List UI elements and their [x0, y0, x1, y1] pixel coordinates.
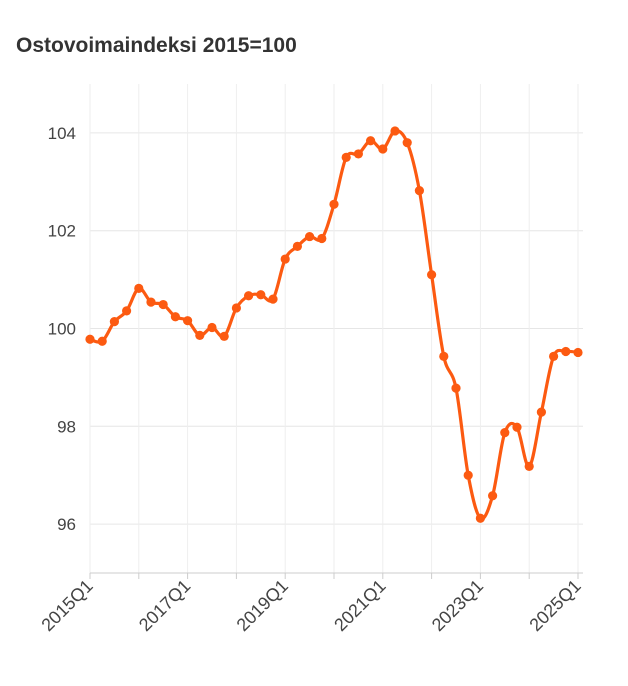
- data-point: [305, 231, 315, 242]
- data-point: [427, 270, 437, 280]
- data-point: [475, 513, 485, 523]
- x-tick-label: 2017Q1: [135, 576, 194, 635]
- data-point: [463, 470, 473, 480]
- x-tick-label: 2021Q1: [330, 576, 389, 635]
- data-point: [183, 316, 193, 326]
- data-point: [170, 312, 180, 322]
- data-point: [451, 383, 461, 393]
- x-tick-label: 2019Q1: [233, 576, 292, 635]
- data-point: [292, 241, 302, 251]
- data-point: [366, 136, 376, 146]
- data-point: [207, 322, 217, 333]
- data-point: [244, 291, 254, 301]
- x-tick-label: 2023Q1: [428, 576, 487, 635]
- y-tick-label: 102: [48, 222, 76, 241]
- x-tick-label: 2025Q1: [525, 576, 584, 635]
- data-point: [122, 306, 132, 316]
- data-point: [317, 233, 327, 244]
- y-tick-label: 104: [48, 124, 76, 143]
- data-point: [524, 461, 534, 471]
- data-point: [536, 407, 547, 417]
- data-point: [549, 351, 559, 361]
- axis-layer: [89, 572, 583, 579]
- data-point: [378, 144, 388, 154]
- data-point: [134, 283, 144, 294]
- data-point: [231, 303, 241, 313]
- label-layer: 96 98 100 102 104 2015Q1 2017Q1 2019Q1 2021Q1 202…: [37, 124, 584, 635]
- chart-title: Ostovoimaindeksi 2015=100: [16, 34, 297, 57]
- grid-layer: [89, 84, 583, 573]
- data-point: [512, 422, 522, 432]
- data-point: [390, 126, 400, 136]
- data-point: [402, 138, 412, 148]
- data-point: [158, 299, 168, 310]
- data-point: [573, 347, 583, 358]
- data-point: [341, 152, 351, 162]
- data-point: [353, 149, 363, 159]
- data-point: [414, 186, 424, 196]
- data-point: [256, 290, 266, 300]
- data-point: [146, 297, 156, 307]
- x-tick-label: 2015Q1: [37, 576, 96, 635]
- data-point: [268, 294, 278, 304]
- data-point: [97, 336, 107, 346]
- y-tick-label: 100: [48, 320, 76, 339]
- data-point: [439, 351, 449, 361]
- data-point: [280, 254, 290, 264]
- data-point: [561, 346, 571, 357]
- data-point: [329, 199, 339, 209]
- data-point: [85, 334, 95, 344]
- data-point: [488, 491, 498, 501]
- y-tick-label: 96: [57, 515, 76, 534]
- series-layer: [85, 126, 583, 523]
- data-point: [219, 331, 229, 341]
- data-point: [195, 330, 205, 340]
- y-tick-label: 98: [57, 417, 76, 436]
- data-point: [500, 428, 510, 438]
- data-point: [109, 317, 119, 327]
